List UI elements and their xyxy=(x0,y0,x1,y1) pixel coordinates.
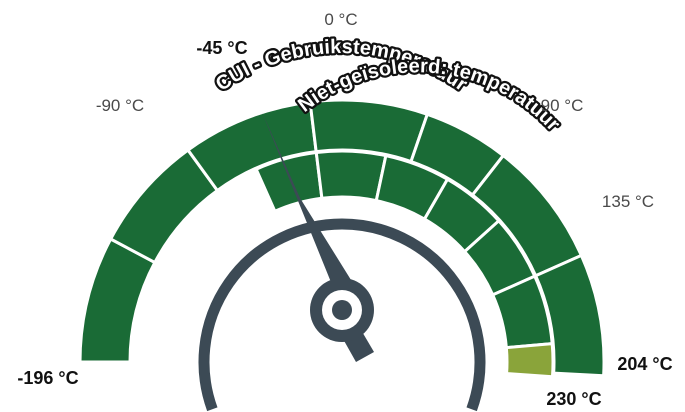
tick-label-135: 135 °C xyxy=(602,192,654,211)
outer-min-label: -196 °C xyxy=(17,368,78,388)
inner-min-label: -45 °C xyxy=(196,38,247,58)
tick-label-minus-90: -90 °C xyxy=(96,96,144,115)
outer-max-label: 204 °C xyxy=(617,354,672,374)
tick-label-0: 0 °C xyxy=(324,10,357,29)
hub-center xyxy=(332,300,352,320)
inner-dial-arc xyxy=(198,218,486,412)
outer-band-edge xyxy=(78,297,90,362)
needle-icon xyxy=(262,112,374,362)
inner-max-label: 230 °C xyxy=(546,389,601,409)
inner-band-extension xyxy=(504,341,555,379)
inner-band xyxy=(254,149,555,379)
outer-band xyxy=(78,98,606,378)
inner-band-segment xyxy=(314,149,388,203)
tick-label-90: 90 °C xyxy=(541,96,584,115)
